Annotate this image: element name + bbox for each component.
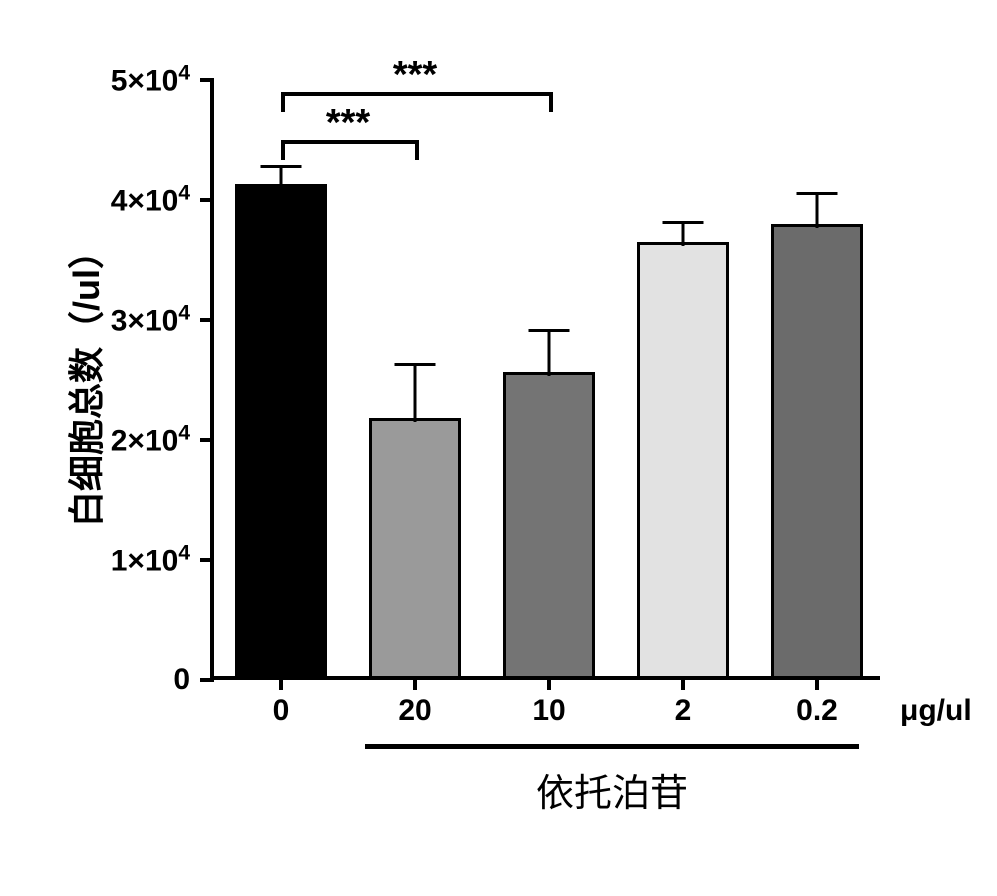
x-tick-label: 0	[273, 694, 290, 728]
y-tick-label: 0	[173, 663, 190, 697]
y-tick-label: 4×104	[111, 182, 190, 219]
y-tick-label: 3×104	[111, 302, 190, 339]
x-tick	[413, 676, 417, 690]
y-axis-label: 白细胞总数（/ul）	[58, 233, 110, 527]
error-cap	[529, 329, 570, 332]
bar	[503, 372, 594, 676]
x-tick	[547, 676, 551, 690]
error-cap	[797, 192, 838, 195]
error-bar	[414, 364, 417, 422]
group-bracket-line	[365, 744, 858, 749]
error-cap	[395, 363, 436, 366]
error-cap	[261, 165, 302, 168]
bar	[637, 242, 728, 676]
bar	[235, 184, 326, 676]
x-unit-label: μg/ul	[900, 694, 972, 728]
x-tick	[279, 676, 283, 690]
y-tick-label: 1×104	[111, 542, 190, 579]
error-cap	[663, 221, 704, 224]
error-bar	[280, 166, 283, 188]
chart-container: 白细胞总数（/ul） 01×1042×1043×1044×1045×104020…	[60, 20, 940, 880]
y-tick	[200, 198, 214, 202]
y-tick	[200, 78, 214, 82]
y-tick-label: 5×104	[111, 62, 190, 99]
x-tick-label: 0.2	[796, 694, 838, 728]
error-bar	[816, 193, 819, 228]
sig-label: ***	[393, 56, 437, 94]
plot-area: 白细胞总数（/ul） 01×1042×1043×1044×1045×104020…	[210, 80, 880, 680]
error-bar	[682, 222, 685, 246]
y-tick	[200, 558, 214, 562]
sig-label: ***	[326, 104, 370, 142]
y-tick-label: 2×104	[111, 422, 190, 459]
x-tick	[815, 676, 819, 690]
bar	[369, 418, 460, 676]
group-label: 依托泊苷	[536, 762, 688, 817]
y-tick	[200, 318, 214, 322]
x-tick-label: 10	[532, 694, 565, 728]
y-tick	[200, 678, 214, 682]
error-bar	[548, 330, 551, 377]
bar	[771, 224, 862, 676]
x-tick-label: 20	[398, 694, 431, 728]
x-tick	[681, 676, 685, 690]
x-tick-label: 2	[675, 694, 692, 728]
y-tick	[200, 438, 214, 442]
